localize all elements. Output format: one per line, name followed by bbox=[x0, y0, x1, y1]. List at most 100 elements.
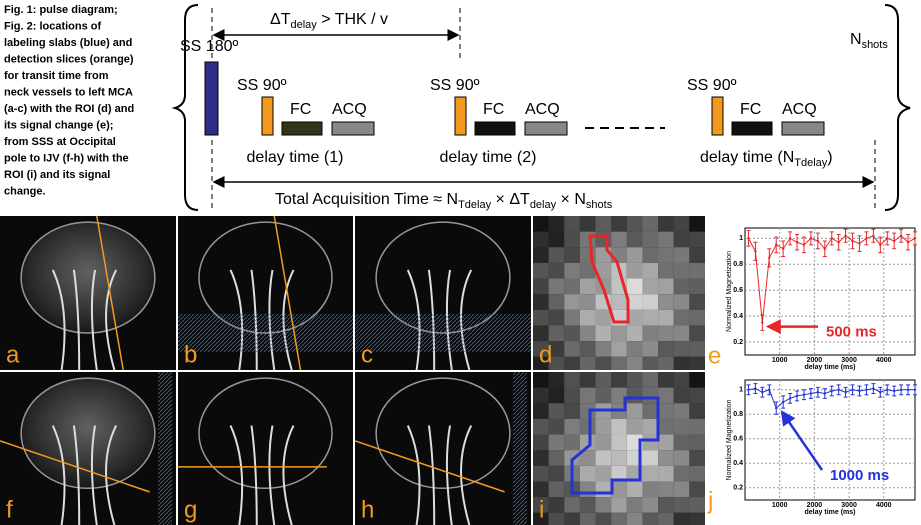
panel-letter: b bbox=[184, 341, 197, 368]
pixel bbox=[549, 435, 565, 451]
pixel bbox=[611, 497, 627, 513]
y-tick-label: 0.2 bbox=[733, 485, 743, 492]
pixel bbox=[642, 341, 658, 357]
ss180-label: SS 180º bbox=[180, 38, 238, 55]
pixel bbox=[533, 216, 549, 232]
pixel bbox=[642, 481, 658, 497]
pixel bbox=[627, 513, 643, 525]
pixel bbox=[642, 216, 658, 232]
pixel bbox=[627, 419, 643, 435]
point bbox=[914, 237, 916, 239]
pixel bbox=[674, 403, 690, 419]
pixel bbox=[627, 372, 643, 388]
pixel bbox=[689, 310, 705, 326]
pixel bbox=[658, 513, 674, 525]
pixel bbox=[533, 466, 549, 482]
caption-line: Fig. 2: locations of bbox=[4, 20, 102, 32]
fc-label: FC bbox=[740, 101, 761, 118]
point bbox=[851, 389, 853, 391]
pulse bbox=[455, 97, 466, 135]
pixel bbox=[611, 450, 627, 466]
pixel bbox=[689, 513, 705, 525]
panel-letter: a bbox=[6, 341, 20, 368]
pixel bbox=[689, 325, 705, 341]
pulse bbox=[205, 62, 218, 135]
pixel bbox=[549, 450, 565, 466]
point bbox=[754, 250, 756, 252]
pixel bbox=[549, 372, 565, 388]
pixel bbox=[611, 341, 627, 357]
pixel bbox=[689, 388, 705, 404]
pixel bbox=[627, 247, 643, 263]
pixel bbox=[596, 419, 612, 435]
x-tick-label: 4000 bbox=[876, 357, 892, 364]
point bbox=[914, 389, 916, 391]
pixel bbox=[533, 325, 549, 341]
pixel bbox=[689, 279, 705, 295]
pixel bbox=[549, 247, 565, 263]
pixel bbox=[658, 419, 674, 435]
point bbox=[775, 407, 777, 409]
anatomy bbox=[21, 378, 155, 488]
pixel bbox=[642, 497, 658, 513]
fc-label: FC bbox=[483, 101, 504, 118]
pixel bbox=[549, 310, 565, 326]
pixel bbox=[611, 481, 627, 497]
pixel bbox=[580, 466, 596, 482]
x-tick-label: 1000 bbox=[772, 357, 788, 364]
point bbox=[844, 391, 846, 393]
point bbox=[768, 257, 770, 259]
y-tick-label: 0.4 bbox=[733, 313, 743, 320]
pixel bbox=[549, 513, 565, 525]
pixel bbox=[658, 403, 674, 419]
pixel bbox=[596, 450, 612, 466]
pixel bbox=[658, 466, 674, 482]
point bbox=[858, 390, 860, 392]
pixel bbox=[549, 325, 565, 341]
ss90-label: SS 90º bbox=[687, 77, 737, 94]
caption-line: labeling slabs (blue) and bbox=[4, 37, 132, 49]
pixel bbox=[689, 497, 705, 513]
x-tick-label: 2000 bbox=[807, 502, 823, 509]
pixel bbox=[627, 216, 643, 232]
pixel bbox=[658, 263, 674, 279]
pixel bbox=[642, 247, 658, 263]
pixel bbox=[689, 419, 705, 435]
y-axis-label: Normalized Magnetization bbox=[726, 251, 733, 332]
pixel bbox=[549, 481, 565, 497]
pixel bbox=[533, 481, 549, 497]
point bbox=[907, 389, 909, 391]
caption-line: ROI (i) and its signal bbox=[4, 169, 110, 181]
pixel bbox=[580, 310, 596, 326]
pixel bbox=[627, 497, 643, 513]
total-label: Total Acquisition Time ≈ NTdelay × ΔTdel… bbox=[275, 191, 613, 211]
panel-letter: e bbox=[708, 342, 721, 369]
pixel bbox=[596, 435, 612, 451]
pixel bbox=[642, 325, 658, 341]
pixel bbox=[596, 232, 612, 248]
pixel bbox=[533, 435, 549, 451]
x-tick-label: 1000 bbox=[772, 502, 788, 509]
pixel bbox=[674, 481, 690, 497]
point bbox=[886, 237, 888, 239]
point bbox=[768, 389, 770, 391]
pixel bbox=[564, 310, 580, 326]
pixel bbox=[580, 325, 596, 341]
point bbox=[837, 389, 839, 391]
pixel bbox=[689, 481, 705, 497]
pixel bbox=[564, 263, 580, 279]
y-axis-label: Normalized Magnetization bbox=[726, 399, 733, 480]
pixel bbox=[611, 325, 627, 341]
point bbox=[872, 235, 874, 237]
pixel bbox=[564, 419, 580, 435]
y-tick-label: 0.8 bbox=[733, 411, 743, 418]
pixel bbox=[580, 513, 596, 525]
pixel bbox=[596, 357, 612, 370]
pixel bbox=[642, 403, 658, 419]
point bbox=[824, 392, 826, 394]
pulse bbox=[782, 122, 824, 135]
pixel bbox=[658, 372, 674, 388]
pixel bbox=[627, 341, 643, 357]
pixel bbox=[611, 216, 627, 232]
point bbox=[831, 237, 833, 239]
